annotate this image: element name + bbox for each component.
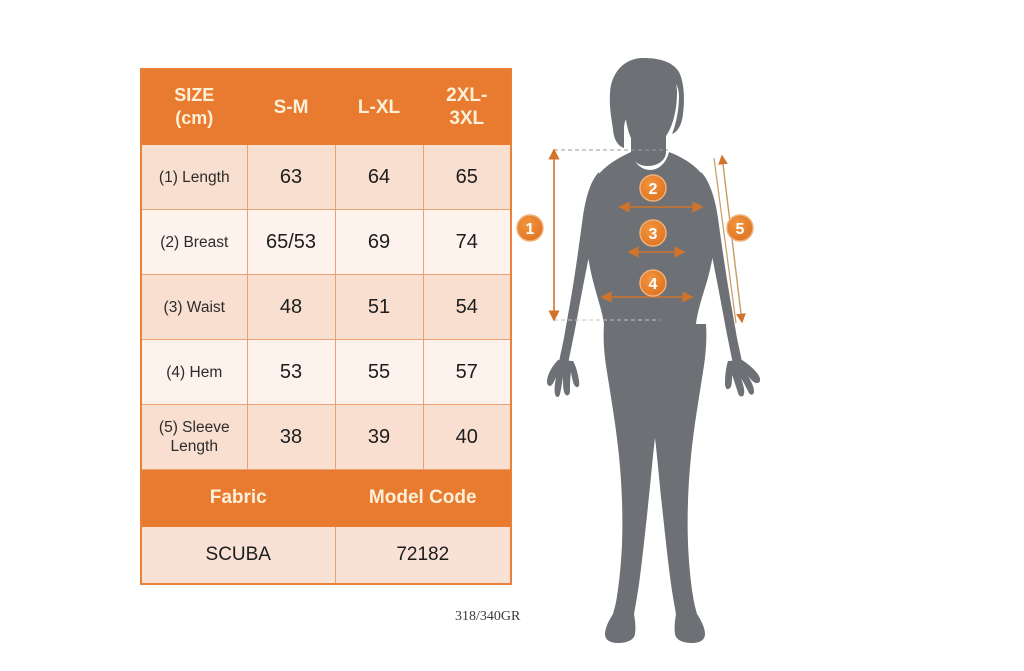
row-label-hem: (4) Hem <box>140 339 248 405</box>
marker-label-5: 5 <box>736 221 745 238</box>
row-length-sm: 63 <box>246 144 336 210</box>
row-label-sleeve-line1: (5) Sleeve <box>158 419 230 436</box>
marker-label-4: 4 <box>649 276 658 293</box>
row-label-waist: (3) Waist <box>140 274 248 340</box>
table-footer-value-row: SCUBA 72182 <box>140 526 512 585</box>
measurement-guides <box>548 148 746 324</box>
marker-badge-3: 3 <box>639 219 667 247</box>
table-row: (1) Length 63 64 65 <box>140 144 512 210</box>
size-chart-table: SIZE (cm) S-M L-XL 2XL- 3XL (1) Length 6… <box>140 68 512 585</box>
table-header-row: SIZE (cm) S-M L-XL 2XL- 3XL <box>140 68 512 145</box>
header-size-line2: (cm) <box>175 108 214 128</box>
row-breast-2xl3xl: 74 <box>422 209 512 275</box>
marker-label-1: 1 <box>526 221 535 238</box>
row-waist-sm: 48 <box>246 274 336 340</box>
arrow-sleeve-length-inner <box>713 157 737 324</box>
row-waist-2xl3xl: 54 <box>422 274 512 340</box>
row-breast-sm: 65/53 <box>246 209 336 275</box>
row-label-breast: (2) Breast <box>140 209 248 275</box>
marker-label-2: 2 <box>649 181 658 198</box>
row-label-sleeve-line2: Length <box>170 438 218 455</box>
footer-header-model-code: Model Code <box>334 469 512 527</box>
marker-badge-2: 2 <box>639 174 667 202</box>
row-sleeve-2xl3xl: 40 <box>422 404 512 470</box>
header-size-line1: SIZE <box>174 85 215 105</box>
header-col-2xl3xl: 2XL- 3XL <box>422 68 512 145</box>
footer-value-model-code: 72182 <box>334 526 512 585</box>
row-label-length: (1) Length <box>140 144 248 210</box>
marker-label-3: 3 <box>649 226 658 243</box>
header-col-sm: S-M <box>246 68 336 145</box>
marker-badge-4: 4 <box>639 269 667 297</box>
header-col3-line2: 3XL <box>449 108 485 129</box>
header-col-lxl: L-XL <box>334 68 424 145</box>
row-length-lxl: 64 <box>334 144 424 210</box>
row-hem-2xl3xl: 57 <box>422 339 512 405</box>
measurement-figure: 1 2 3 4 5 <box>500 20 830 650</box>
row-sleeve-lxl: 39 <box>334 404 424 470</box>
row-length-2xl3xl: 65 <box>422 144 512 210</box>
row-breast-lxl: 69 <box>334 209 424 275</box>
table-row: (5) Sleeve Length 38 39 40 <box>140 404 512 470</box>
female-body-silhouette <box>546 58 761 643</box>
table-footer-header-row: Fabric Model Code <box>140 469 512 527</box>
row-label-sleeve-length: (5) Sleeve Length <box>140 404 248 470</box>
table-row: (4) Hem 53 55 57 <box>140 339 512 405</box>
footer-value-fabric: SCUBA <box>140 526 336 585</box>
footer-header-fabric: Fabric <box>140 469 336 527</box>
row-hem-lxl: 55 <box>334 339 424 405</box>
marker-badge-1: 1 <box>516 214 544 242</box>
header-col3-line1: 2XL- <box>446 85 488 106</box>
row-hem-sm: 53 <box>246 339 336 405</box>
header-size-label: SIZE (cm) <box>140 68 248 145</box>
marker-badge-5: 5 <box>726 214 754 242</box>
table-row: (2) Breast 65/53 69 74 <box>140 209 512 275</box>
fabric-weight-note: 318/340GR <box>455 609 521 624</box>
row-sleeve-sm: 38 <box>246 404 336 470</box>
row-waist-lxl: 51 <box>334 274 424 340</box>
table-row: (3) Waist 48 51 54 <box>140 274 512 340</box>
